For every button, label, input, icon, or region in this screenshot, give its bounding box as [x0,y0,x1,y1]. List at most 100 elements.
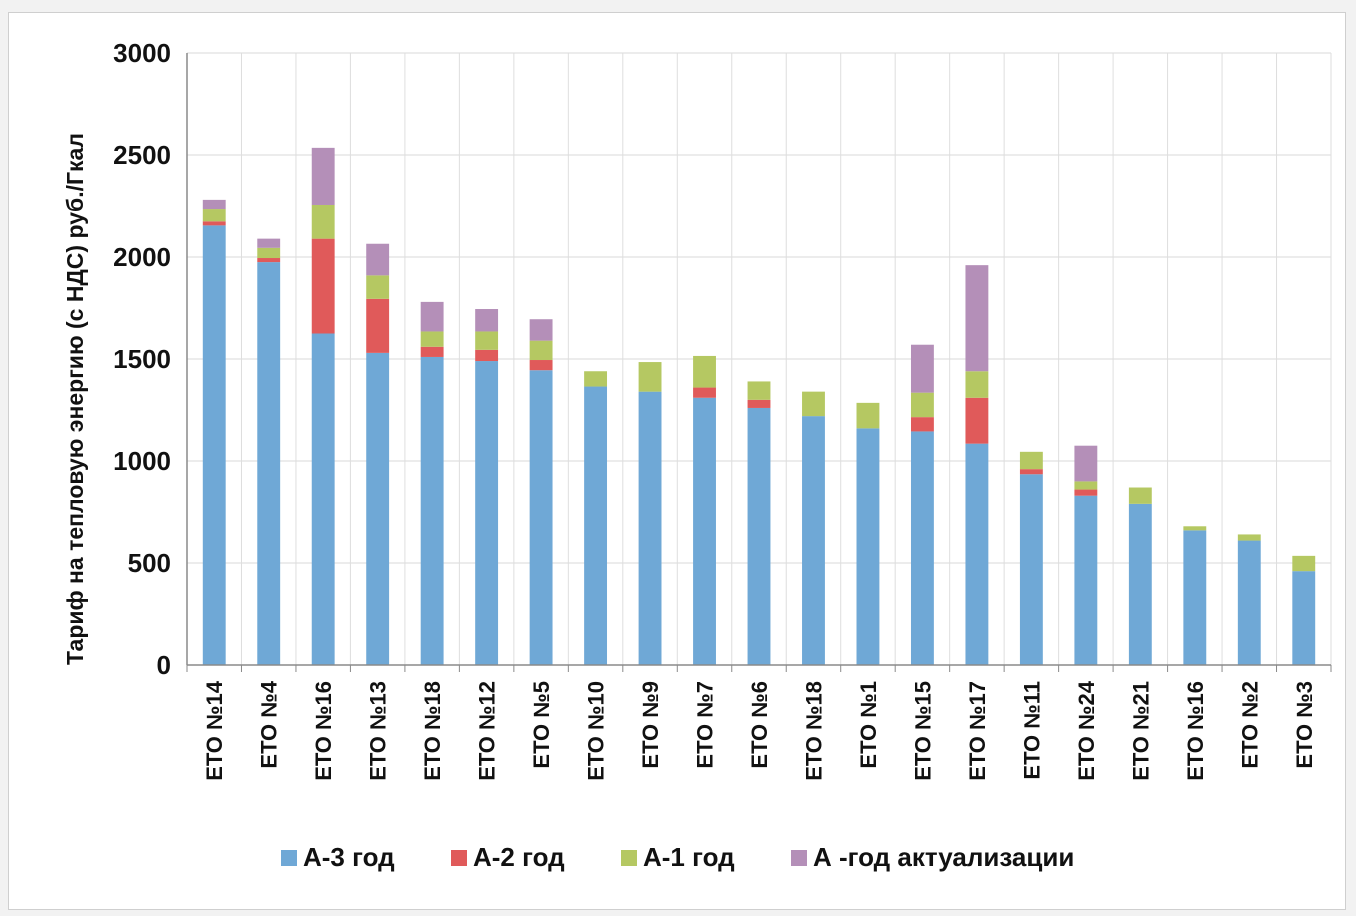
bar-segment [202,225,226,665]
bar-segment [1019,469,1043,475]
bar-segment [257,238,281,248]
bar-segment [1237,534,1261,541]
y-tick-label: 1500 [113,344,171,374]
legend-swatch [451,850,467,866]
bar-segment [311,147,335,205]
y-tick-label: 2500 [113,140,171,170]
bar-segment [910,431,934,665]
bar-segment [202,199,226,210]
x-tick-label: ЕТО №9 [638,681,663,769]
axes [186,53,1332,672]
y-tick-label: 500 [128,548,171,578]
x-tick-label: ЕТО №14 [202,680,227,781]
bar-segment [1074,489,1098,496]
bar-segment [366,352,390,665]
y-tick-label: 0 [157,650,171,680]
bar-segment [1074,481,1098,490]
x-tick-label: ЕТО №1 [856,681,881,769]
bar-segment [747,407,771,665]
y-tick-label: 1000 [113,446,171,476]
bars [202,147,1316,665]
bar-segment [1128,503,1152,665]
x-tick-label: ЕТО №18 [801,681,826,781]
bar-segment [693,387,716,398]
x-tick-label: ЕТО №18 [420,681,445,781]
bar-segment [1292,571,1316,665]
x-tick-labels: ЕТО №14 ЕТО №4 ЕТО №16 ЕТО №13 ЕТО №18 ЕТО №1… [202,680,1317,781]
bar-segment [1237,540,1261,665]
bar-segment [1019,474,1043,665]
bar-segment [965,371,989,398]
legend-swatch [621,850,637,866]
x-tick-label: ЕТО №12 [475,681,500,781]
bar-segment [366,243,390,276]
bar-segment [1183,530,1207,665]
y-axis-label: Тариф на тепловую энергию (с НДС) руб./Г… [62,133,88,665]
y-tick-labels: 0 500 1000 1500 2000 2500 3000 [113,38,171,680]
bar-segment [529,370,553,665]
x-tick-label: ЕТО №16 [1183,681,1208,781]
bar-segment [910,344,934,393]
bar-segment [747,381,771,400]
bar-segment [965,265,989,372]
legend-swatch [791,850,807,866]
bar-segment [802,416,825,665]
x-tick-label: ЕТО №24 [1074,680,1099,781]
x-tick-label: ЕТО №5 [529,681,554,769]
x-tick-label: ЕТО №2 [1237,681,1262,769]
bar-segment [965,397,989,444]
bar-segment [856,402,880,429]
bar-segment [366,298,390,353]
bar-segment [202,209,226,222]
bar-segment [910,392,934,418]
bar-segment [475,309,499,332]
bar-segment [584,371,608,387]
bar-segment [1074,495,1098,665]
bar-segment [366,275,390,299]
legend-label: А -год актуализации [813,842,1074,872]
legend-label: А-2 год [473,842,565,872]
bar-segment [1128,487,1152,504]
bar-segment [475,331,499,350]
x-tick-label: ЕТО №11 [1019,681,1044,780]
x-tick-label: ЕТО №13 [366,681,391,781]
bar-segment [420,346,444,357]
bar-segment [910,417,934,432]
bar-segment [420,331,444,347]
gridlines [186,52,1332,665]
bar-segment [965,443,989,665]
bar-segment [202,221,226,226]
bar-segment [311,238,335,334]
x-tick-label: ЕТО №15 [910,681,935,781]
bar-segment [311,333,335,665]
bar-segment [638,362,662,392]
chart-frame: 0 500 1000 1500 2000 2500 3000 ЕТО №14 ЕТО №4 ЕТ… [8,12,1346,910]
y-tick-label: 3000 [113,38,171,68]
bar-segment [1183,526,1207,531]
bar-segment [257,262,281,665]
x-tick-label: ЕТО №4 [257,680,282,768]
y-tick-label: 2000 [113,242,171,272]
bar-segment [475,349,499,362]
bar-segment [802,391,825,417]
x-tick-label: ЕТО №7 [693,681,718,769]
bar-segment [638,391,662,665]
x-tick-label: ЕТО №17 [965,681,990,781]
legend-label: А-1 год [643,842,735,872]
bar-segment [257,258,281,263]
bar-segment [1292,555,1316,572]
x-tick-label: ЕТО №6 [747,681,772,769]
bar-segment [529,319,553,341]
x-tick-label: ЕТО №16 [311,681,336,781]
bar-segment [747,399,771,408]
x-tick-label: ЕТО №10 [584,681,609,781]
bar-segment [693,397,716,665]
legend-label: А-3 год [303,842,395,872]
bar-segment [529,360,553,371]
x-tick-label: ЕТО №21 [1128,681,1153,781]
bar-segment [1074,445,1098,482]
legend: А-3 год А-2 год А-1 год А -год актуализации [281,842,1074,872]
bar-segment [420,301,444,332]
bar-segment [1019,451,1043,470]
